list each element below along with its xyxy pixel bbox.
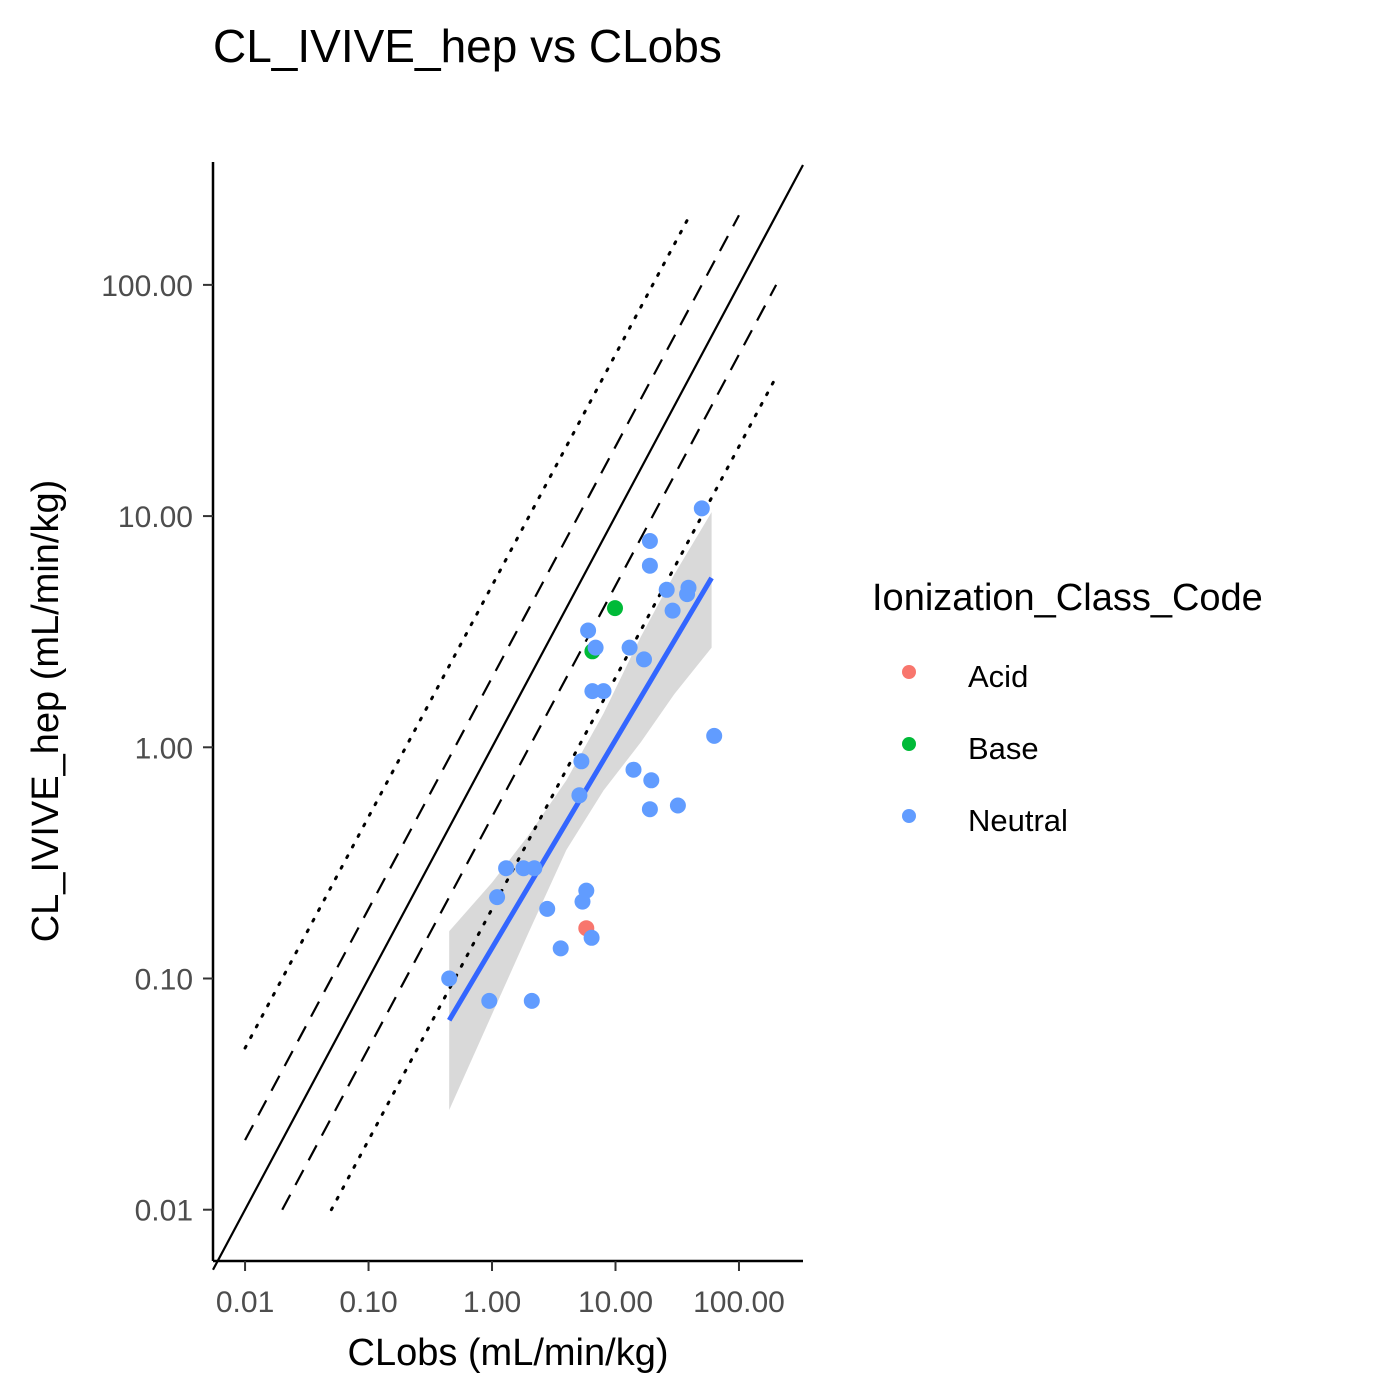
point-neutral-26 [658,581,675,598]
x-tick-label: 0.10 [339,1286,397,1319]
point-neutral-19 [636,651,652,668]
x-tick-label: 10.00 [578,1286,653,1319]
point-neutral-24 [641,533,658,549]
point-neutral-6 [526,860,543,877]
y-tick-label: 0.01 [135,1195,193,1228]
legend-label-neutral: Neutral [968,803,1068,838]
reference-line-dotted-3 [243,213,692,1050]
point-neutral-1 [481,992,498,1009]
point-neutral-3 [489,889,506,906]
y-tick-label: 0.10 [135,964,193,997]
reference-line-dashed-2 [281,284,778,1211]
reference-line-dotted-4 [329,375,778,1212]
point-neutral-16 [587,639,604,656]
point-neutral-27 [664,602,681,619]
point-neutral-30 [693,500,710,517]
point-neutral-13 [573,753,590,770]
reference-lines-layer [212,164,804,1271]
point-neutral-31 [706,727,723,744]
point-neutral-25 [641,557,658,574]
legend-key-neutral [902,809,916,823]
point-neutral-7 [539,900,556,917]
x-ticks: 0.01 0.10 1.00 10.00 100.00 [216,1261,785,1319]
x-tick-label: 1.00 [463,1286,521,1319]
legend-key-base [902,737,916,751]
point-neutral-15 [584,683,601,700]
point-neutral-29 [680,579,697,596]
point-neutral-23 [669,797,686,814]
y-axis-title: CL_IVIVE_hep (mL/min/kg) [25,480,67,943]
y-tick-label: 100.00 [101,270,193,303]
y-tick-label: 10.00 [118,501,193,534]
reference-line-solid-0 [212,164,804,1271]
legend-title: Ionization_Class_Code [872,577,1263,619]
point-neutral-4 [498,860,515,877]
legend-label-acid: Acid [968,659,1028,694]
chart-title: CL_IVIVE_hep vs CLobs [213,20,722,72]
legend-key-acid [902,665,916,679]
x-axis-title: CLobs (mL/min/kg) [348,1332,669,1374]
point-neutral-18 [621,639,638,656]
point-base-1 [607,600,623,617]
point-neutral-21 [643,772,660,789]
point-neutral-2 [523,992,540,1009]
point-neutral-0 [441,970,458,987]
x-tick-label: 0.01 [216,1286,274,1319]
point-neutral-14 [580,622,597,639]
y-ticks: 0.01 0.10 1.00 10.00 100.00 [101,270,213,1228]
reference-line-dashed-1 [244,214,740,1141]
legend: Ionization_Class_Code Acid Base Neutral [872,577,1263,838]
y-tick-label: 1.00 [135,732,193,765]
point-neutral-22 [641,801,658,818]
point-neutral-17 [595,683,612,700]
point-neutral-20 [625,761,642,778]
point-neutral-8 [552,940,569,957]
point-neutral-12 [571,787,588,804]
point-neutral-11 [583,929,600,946]
x-tick-label: 100.00 [693,1286,785,1319]
legend-label-base: Base [968,731,1039,766]
point-neutral-10 [578,882,595,899]
points-layer [441,500,723,1009]
